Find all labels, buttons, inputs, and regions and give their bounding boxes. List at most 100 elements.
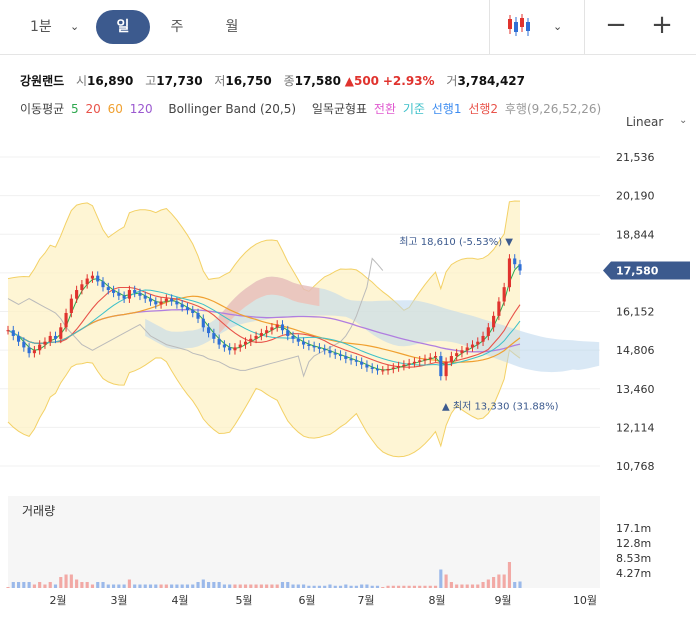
x-tick-label: 6월: [298, 594, 315, 607]
candle-body: [85, 278, 89, 285]
candle-body: [338, 354, 343, 357]
tab-week[interactable]: 주: [170, 19, 184, 35]
candle-body: [59, 327, 63, 339]
bollinger-label: Bollinger Band (20,5): [168, 102, 297, 116]
volume-bar: [48, 582, 52, 588]
volume-tick-label: 8.53m: [616, 552, 651, 565]
candle-body: [207, 327, 211, 334]
volume-bar: [428, 585, 432, 588]
candle-body: [507, 258, 512, 288]
scale-select[interactable]: Linear: [626, 115, 664, 129]
volume-bar: [280, 582, 285, 588]
volume-bar: [80, 582, 84, 588]
volume-bar: [143, 584, 147, 588]
chart-type-chevron-icon[interactable]: ⌄: [553, 20, 563, 33]
volume-bar: [407, 585, 411, 588]
volume-bar: [412, 585, 417, 588]
candle-body: [391, 367, 395, 369]
tab-month[interactable]: 월: [225, 19, 239, 35]
zoom-in-button[interactable]: +: [651, 10, 673, 40]
date-axis: 2월 3월 4월 5월 6월 7월 8월 9월 10월: [49, 594, 597, 607]
candle-body: [418, 360, 422, 362]
candle-body: [439, 356, 443, 377]
high-label: 고: [145, 74, 157, 88]
candle-body: [238, 344, 242, 348]
candle-body: [106, 287, 110, 291]
volume-bar: [111, 584, 116, 588]
volume-bar: [117, 584, 121, 588]
candle-body: [80, 284, 84, 291]
ma-120: 120: [129, 102, 153, 116]
candle-body: [476, 341, 480, 345]
price-chart[interactable]: 최고 18,610 (-5.53%) ▼ ▲ 최저 13,330 (31.88%)…: [0, 130, 696, 636]
interval-dropdown[interactable]: 1분 ⌄: [30, 10, 86, 44]
candle-body: [349, 358, 353, 361]
price-axis: 21,536 20,190 18,844 16,152 14,806 13,460 12,1…: [603, 151, 690, 473]
candle-body: [111, 290, 116, 293]
candle-body: [502, 287, 506, 302]
volume-bar: [228, 584, 232, 588]
x-tick-label: 9월: [494, 594, 511, 607]
volume-bar: [43, 584, 47, 588]
candle-body: [449, 356, 453, 362]
volume-bar: [455, 584, 459, 588]
volume-bar: [27, 582, 31, 588]
volume-bar: [249, 584, 253, 588]
volume-bar: [418, 585, 422, 588]
volume-bar: [333, 585, 337, 588]
toolbar-divider: [489, 0, 490, 54]
candle-body: [470, 344, 475, 348]
candle-body: [249, 338, 253, 342]
volume-bar: [59, 577, 63, 588]
candle-body: [122, 295, 126, 299]
y-tick-label: 18,844: [616, 228, 655, 241]
volume-bar: [507, 562, 512, 588]
volume-bar: [233, 584, 237, 588]
volume-bar: [465, 584, 469, 588]
ma-60: 60: [107, 102, 123, 116]
ichimoku-lag: 후행: [504, 102, 527, 116]
volume-bar: [96, 582, 100, 588]
candle-body: [259, 333, 263, 336]
candle-body: [16, 335, 21, 342]
volume-bar: [170, 584, 174, 588]
ichimoku-base-line: [7, 289, 521, 366]
volume-bar: [238, 584, 242, 588]
volume-bar: [212, 582, 216, 588]
candle-body: [201, 318, 205, 328]
volume-bar: [254, 584, 258, 588]
chevron-down-icon[interactable]: ⌄: [679, 115, 688, 126]
candle-body: [307, 344, 311, 346]
toolbar-divider: [584, 0, 585, 54]
tab-day[interactable]: 일: [96, 10, 150, 44]
candlestick-chart-icon[interactable]: [506, 12, 532, 38]
candle-body: [428, 357, 432, 359]
bollinger-upper-line: [7, 200, 521, 311]
volume-bar: [185, 584, 190, 588]
x-tick-label: 10월: [573, 594, 597, 607]
candle-body: [148, 298, 153, 302]
candle-body: [354, 360, 358, 362]
low-value: 16,750: [225, 74, 272, 88]
volume-bar: [307, 585, 311, 588]
zoom-out-button[interactable]: −: [605, 10, 627, 40]
volume-bar: [222, 584, 226, 588]
volume-bar: [16, 582, 21, 588]
candle-body: [323, 348, 327, 351]
candle-body: [138, 292, 142, 296]
y-tick-label: 13,460: [616, 383, 655, 396]
ma-5: 5: [71, 102, 79, 116]
candle-body: [402, 364, 406, 367]
volume-bar: [439, 569, 443, 588]
volume-panel-bg: [8, 496, 600, 588]
indicator-legend[interactable]: 이동평균 5 20 60 120 Bollinger Band (20,5) 일…: [20, 100, 604, 117]
ichimoku-conversion: 전환: [373, 102, 397, 116]
volume-bar: [433, 585, 438, 588]
candle-body: [381, 370, 385, 372]
volume-bar: [513, 582, 517, 588]
close-label: 종: [283, 74, 295, 88]
ichimoku-label: 일목균형표: [311, 102, 368, 116]
change-percent: +2.93%: [382, 74, 435, 88]
candle-body: [75, 290, 79, 299]
volume-tick-label: 17.1m: [616, 522, 651, 535]
